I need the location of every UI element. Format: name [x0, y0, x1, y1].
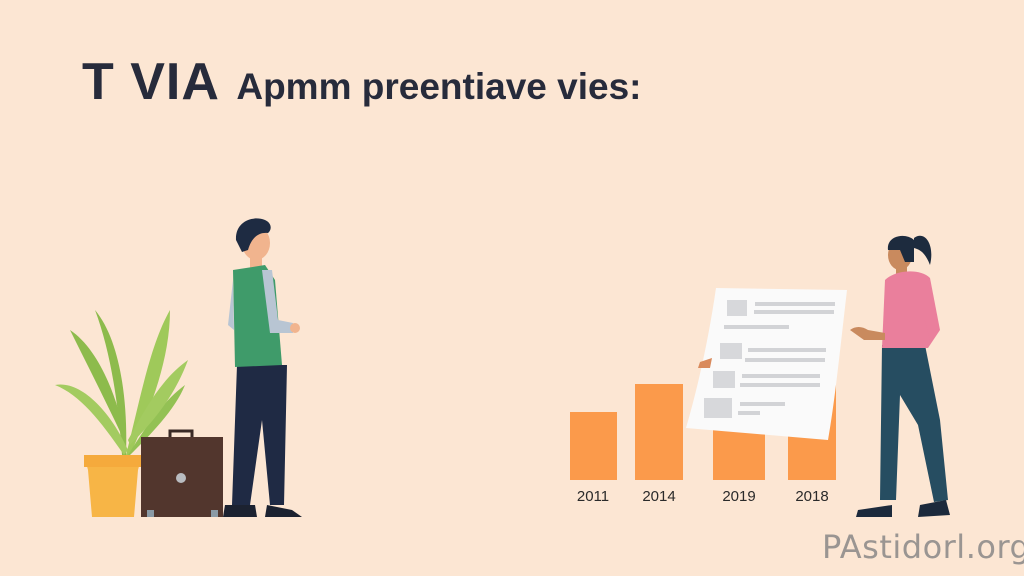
bar-label-2018: 2018: [795, 488, 829, 505]
title-big: T VIA: [82, 53, 220, 111]
potted-plant-icon: [55, 310, 188, 517]
man-figure-icon: [223, 218, 302, 517]
document-sheet-icon: [686, 288, 847, 440]
bar-label-2019: 2019: [722, 488, 756, 505]
bar-label-2014: 2014: [642, 488, 676, 505]
watermark: PAstidorl.org: [822, 528, 1024, 566]
page-title: T VIA Apmm preentiave vies:: [82, 52, 641, 112]
title-subtitle: Apmm preentiave vies:: [236, 66, 642, 107]
bar-2014: [635, 384, 683, 480]
bar-label-2011: 2011: [576, 488, 610, 505]
woman-figure-icon: [850, 235, 950, 517]
bar-2011: [570, 412, 617, 480]
briefcase-icon: [141, 429, 223, 517]
